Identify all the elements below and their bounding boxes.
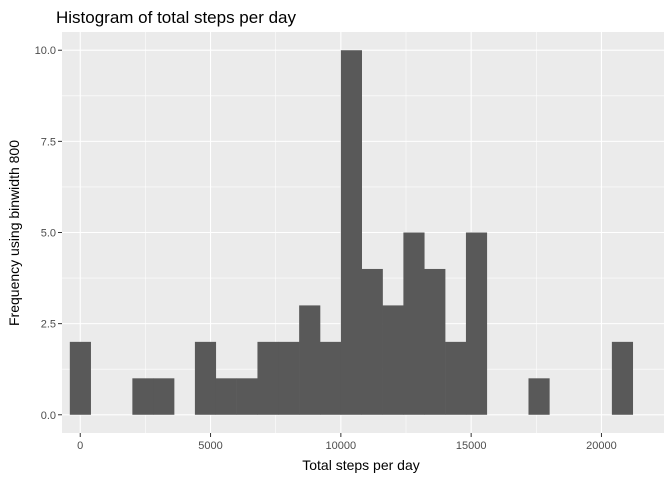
histogram-bar: [361, 268, 383, 415]
y-axis: 0.0 2.5 5.0 7.5 10.0: [35, 45, 62, 422]
x-tick-label: 15000: [456, 440, 487, 452]
x-tick-label: 20000: [586, 440, 617, 452]
histogram-bar: [445, 341, 467, 415]
y-tick-label: 10.0: [35, 45, 56, 57]
histogram-bar: [611, 341, 634, 415]
x-tick-label: 5000: [198, 440, 222, 452]
histogram-bar: [465, 232, 488, 415]
y-tick-label: 5.0: [41, 228, 56, 240]
histogram-bar: [299, 305, 321, 415]
y-tick-label: 2.5: [41, 319, 56, 331]
histogram-bar: [153, 378, 175, 415]
histogram-bars: [69, 50, 634, 415]
histogram-bar: [215, 378, 237, 415]
x-axis: 0 5000 10000 15000 20000: [77, 433, 617, 452]
histogram-bar: [257, 341, 279, 415]
x-tick-label: 0: [77, 440, 83, 452]
histogram-bar: [340, 50, 362, 415]
histogram-bar: [320, 341, 342, 415]
histogram-bar: [278, 341, 300, 415]
histogram-bar: [528, 378, 550, 415]
histogram-bar: [382, 305, 404, 415]
chart-title: Histogram of total steps per day: [56, 8, 297, 27]
y-axis-label: Frequency using binwidth 800: [6, 140, 22, 326]
y-tick-label: 7.5: [41, 136, 56, 148]
x-tick-label: 10000: [326, 440, 357, 452]
x-axis-label: Total steps per day: [302, 457, 420, 473]
histogram-bar: [424, 268, 446, 415]
histogram-bar: [132, 378, 154, 415]
histogram-bar: [69, 341, 91, 415]
histogram-bar: [236, 378, 258, 415]
histogram-bar: [403, 232, 425, 415]
histogram-bar: [194, 341, 217, 415]
y-tick-label: 0.0: [41, 410, 56, 422]
